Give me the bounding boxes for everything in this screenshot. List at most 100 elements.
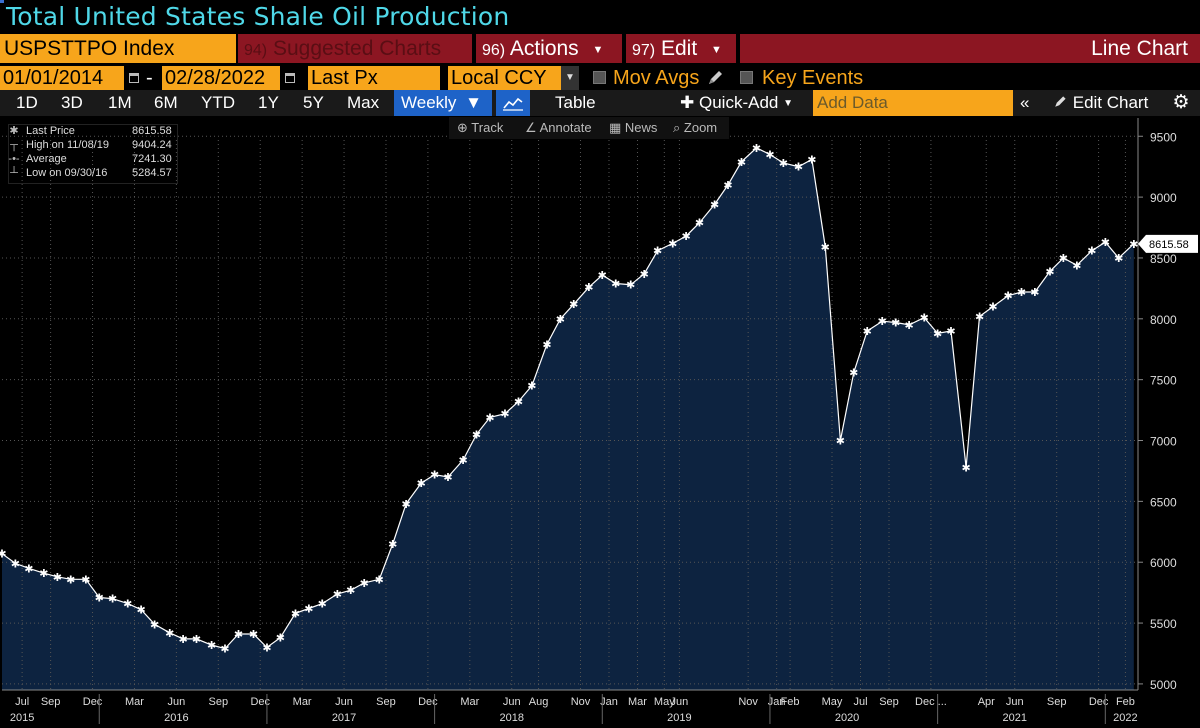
- range-3d-button[interactable]: 3D: [61, 93, 83, 112]
- legend-value: 5284.57: [132, 167, 172, 179]
- currency-dropdown-icon[interactable]: ▼: [561, 66, 579, 90]
- y-tick-label: 7500: [1150, 374, 1177, 388]
- range-5y-button[interactable]: 5Y: [303, 93, 324, 112]
- data-point-marker: ✱: [249, 628, 258, 641]
- data-point-marker: ✱: [878, 315, 887, 328]
- start-date-input[interactable]: 01/01/2014: [0, 66, 124, 90]
- calendar-icon[interactable]: [282, 70, 298, 86]
- legend-value: 7241.30: [132, 153, 172, 165]
- data-point-marker: ✱: [485, 411, 494, 424]
- data-point-marker: ✱: [1003, 290, 1012, 303]
- data-point-marker: ✱: [458, 454, 467, 467]
- high-marker-icon: ┬: [10, 139, 18, 151]
- annotate-label: Annotate: [539, 120, 592, 135]
- calendar-icon[interactable]: [126, 70, 142, 86]
- y-tick-label: 7000: [1150, 435, 1177, 449]
- range-1m-button[interactable]: 1M: [108, 93, 132, 112]
- mov-avgs-label: Mov Avgs: [613, 67, 700, 89]
- chart-view-button[interactable]: [496, 90, 530, 116]
- actions-menu[interactable]: 96) Actions ▼: [476, 34, 622, 63]
- data-point-marker: ✱: [192, 633, 201, 646]
- data-point-marker: ✱: [123, 598, 132, 611]
- x-month-label: Jun: [1006, 696, 1024, 708]
- key-events-checkbox[interactable]: [740, 71, 753, 84]
- low-marker-icon: ┴: [10, 167, 18, 179]
- data-point-marker: ✱: [584, 281, 593, 294]
- chart-tools-bar: ⊕ Track ∠ Annotate ▦ News ⌕ Zoom: [449, 117, 729, 139]
- gear-icon[interactable]: ⚙: [1172, 92, 1190, 113]
- range-6m-button[interactable]: 6M: [154, 93, 178, 112]
- data-point-marker: ✱: [836, 435, 845, 448]
- end-date-input[interactable]: 02/28/2022: [162, 66, 280, 90]
- legend-label: Low on 09/30/16: [26, 167, 108, 179]
- x-month-label: Feb: [1116, 696, 1135, 708]
- data-point-marker: ✱: [0, 548, 7, 561]
- x-month-label: Jun: [671, 696, 689, 708]
- data-point-marker: ✱: [81, 573, 90, 586]
- data-point-marker: ✱: [794, 161, 803, 174]
- quick-add-button[interactable]: ✚ Quick-Add ▼: [680, 90, 793, 116]
- edit-chart-button[interactable]: Edit Chart: [1052, 90, 1148, 116]
- collapse-icon[interactable]: «: [1020, 93, 1030, 112]
- data-point-marker: ✱: [710, 198, 719, 211]
- data-point-marker: ✱: [220, 643, 229, 656]
- data-point-marker: ✱: [723, 179, 732, 192]
- series-line: [1, 147, 1135, 650]
- zoom-button[interactable]: ⌕ Zoom: [673, 120, 717, 136]
- legend-value: 9404.24: [132, 139, 172, 151]
- track-label: Track: [471, 120, 504, 135]
- x-month-label: Aug: [529, 696, 549, 708]
- data-point-marker: ✱: [527, 380, 536, 393]
- x-month-label: Mar: [293, 696, 312, 708]
- data-point-marker: ✱: [178, 633, 187, 646]
- data-point-marker: ✱: [668, 237, 677, 250]
- data-point-marker: ✱: [1101, 236, 1110, 249]
- range-max-button[interactable]: Max: [347, 93, 380, 112]
- data-point-marker: ✱: [207, 639, 216, 652]
- data-point-marker: ✱: [304, 602, 313, 615]
- data-point-marker: ✱: [375, 573, 384, 586]
- data-point-marker: ✱: [108, 593, 117, 606]
- data-point-marker: ✱: [360, 577, 369, 590]
- data-point-marker: ✱: [611, 278, 620, 291]
- data-point-marker: ✱: [807, 153, 816, 166]
- frequency-select[interactable]: Weekly ▼: [394, 90, 492, 116]
- range-1d-button[interactable]: 1D: [16, 93, 38, 112]
- data-point-marker: ✱: [66, 573, 75, 586]
- news-button[interactable]: ▦ News: [609, 120, 657, 136]
- table-view-button[interactable]: Table: [555, 93, 596, 112]
- x-month-label: Dec: [83, 696, 103, 708]
- data-point-marker: ✱: [430, 469, 439, 482]
- x-month-label: Jul: [15, 696, 29, 708]
- chart-title: Total United States Shale Oil Production: [6, 2, 510, 31]
- legend-label: High on 11/08/19: [26, 139, 109, 151]
- suggested-charts-button[interactable]: 94) Suggested Charts: [238, 34, 472, 63]
- x-year-label: 2017: [332, 712, 356, 724]
- date-separator: -: [146, 67, 153, 89]
- track-button[interactable]: ⊕ Track: [457, 120, 503, 136]
- range-bar: 1D 3D 1M 6M YTD 1Y 5Y Max Weekly ▼ Table…: [0, 90, 1200, 116]
- legend-label: Last Price: [26, 125, 75, 137]
- x-year-label: 2018: [499, 712, 523, 724]
- annotate-button[interactable]: ∠ Annotate: [525, 120, 592, 136]
- data-point-marker: ✱: [276, 632, 285, 645]
- legend-row-high: ┬ High on 11/08/19 9404.24: [8, 138, 172, 152]
- window-corner-mark: [0, 0, 4, 3]
- edit-menu[interactable]: 97) Edit ▼: [626, 34, 736, 63]
- x-month-label: Sep: [376, 696, 396, 708]
- crosshair-icon: ⊕: [457, 120, 468, 135]
- pencil-icon[interactable]: [705, 68, 725, 88]
- data-point-marker: ✱: [988, 301, 997, 314]
- data-point-marker: ✱: [569, 298, 578, 311]
- data-point-marker: ✱: [262, 641, 271, 654]
- range-1y-button[interactable]: 1Y: [258, 93, 279, 112]
- currency-select[interactable]: Local CCY: [448, 66, 562, 90]
- data-point-marker: ✱: [39, 567, 48, 580]
- range-ytd-button[interactable]: YTD: [201, 93, 235, 112]
- field-select[interactable]: Last Px: [308, 66, 440, 90]
- ticker-field[interactable]: USPSTTPO Index: [0, 34, 236, 63]
- last-value-label: 8615.58: [1149, 239, 1189, 251]
- y-tick-label: 8000: [1150, 313, 1177, 327]
- mov-avgs-checkbox[interactable]: [593, 71, 606, 84]
- add-data-input[interactable]: Add Data: [813, 90, 1013, 116]
